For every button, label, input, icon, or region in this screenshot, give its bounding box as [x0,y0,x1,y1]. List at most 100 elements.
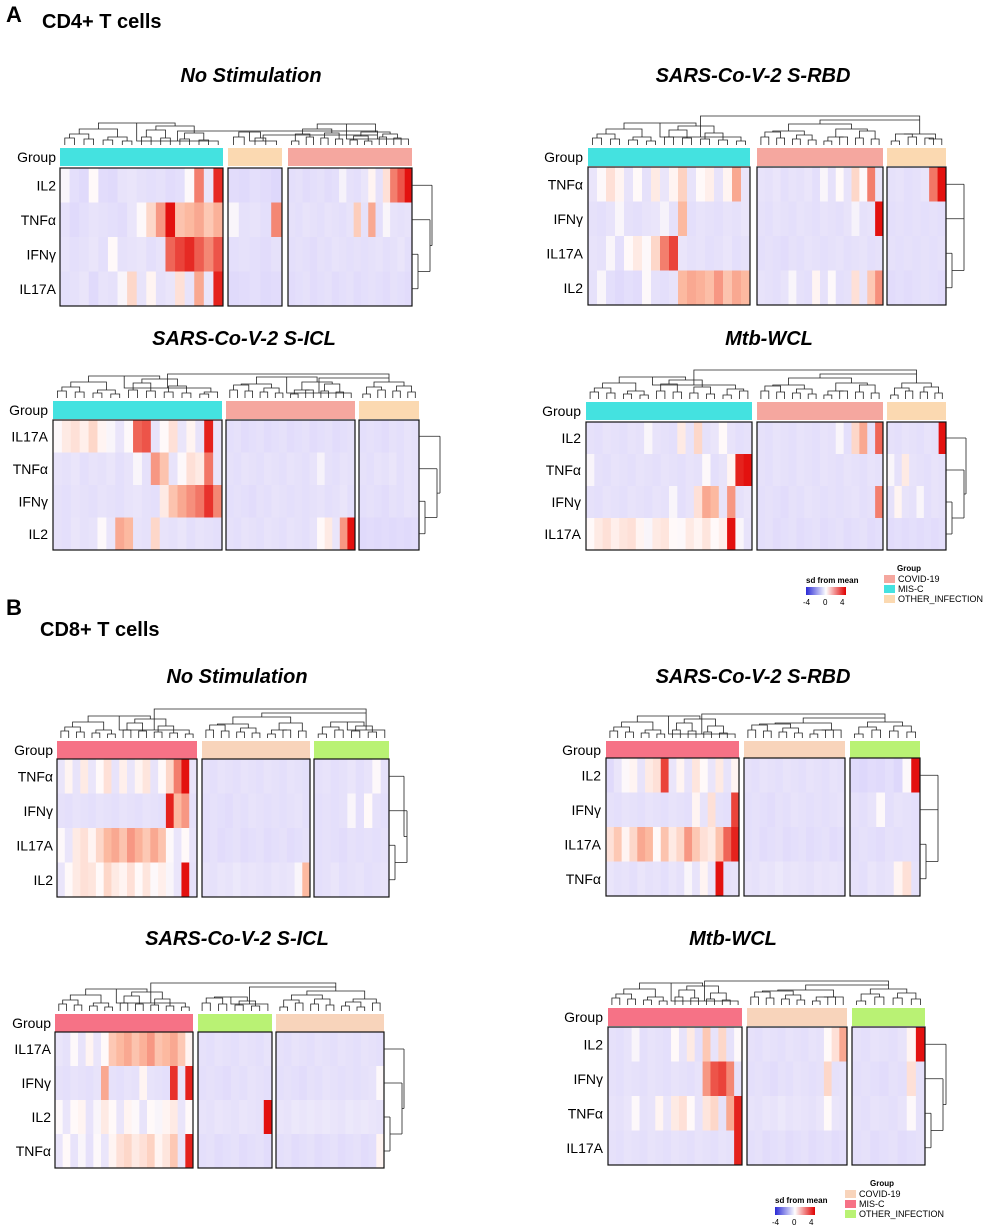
heatmap-cell [660,518,670,551]
heatmap-cell [232,862,241,898]
heatmap-cell [141,452,152,486]
heatmap-cell [339,862,348,898]
column-dendrogram-branch [827,996,836,1005]
heatmap-cell [79,271,90,307]
heatmap-cell [80,759,89,794]
heatmap-block-border [607,1026,743,1166]
column-dendrogram-branch [249,986,336,1004]
heatmap-cell [411,517,420,551]
heatmap-cell [920,201,930,237]
row-label: IL17A [564,836,601,852]
column-dendrogram-branch [310,1003,319,1011]
heatmap-cell [741,270,751,306]
heatmap-cell [150,862,159,898]
heatmap-cell [127,828,136,863]
heatmap-cell [647,1130,656,1166]
heatmap-cell [744,792,753,828]
heatmap-cell [726,1027,735,1062]
group-annotation-bar [226,401,355,419]
heatmap-cell [95,793,105,829]
heatmap-cell [263,828,272,863]
heatmap-cell [150,485,161,518]
heatmap-cell [623,1027,633,1062]
column-dendrogram-branch [781,998,790,1005]
column-dendrogram-branch [291,140,300,145]
heatmap-cell [146,168,157,203]
column-dendrogram-branch [860,993,880,1001]
heatmap-cell [232,793,241,829]
heatmap-cell [294,862,303,898]
heatmap-cell [645,861,654,897]
heatmap-block-border [52,419,223,551]
heatmap-cell [294,759,303,794]
heatmap-cell [133,420,143,453]
heatmap-cell [314,828,323,863]
heatmap-cell [78,1100,87,1135]
heatmap-cell [619,486,628,519]
heatmap-cell [309,485,318,518]
heatmap-cell [897,1061,908,1097]
column-dendrogram-branch [750,996,759,1005]
column-dendrogram-branch [146,390,156,398]
heatmap-cell [610,518,620,551]
column-dendrogram-branch [776,391,785,399]
heatmap-cell [411,452,420,486]
heatmap-cell [238,168,250,203]
heatmap-cell [788,454,797,487]
heatmap-cell [762,1096,771,1131]
column-dendrogram-branch [121,140,133,145]
heatmap-cell [867,236,876,271]
row-label: IL2 [37,177,57,193]
heatmap-cell [332,452,341,486]
column-dendrogram-branch [605,128,643,137]
panel-a-title: CD4+ T cells [42,11,162,33]
heatmap-cell [663,1130,672,1166]
heatmap-cell [302,202,311,238]
heatmap-cell [642,167,652,202]
heatmap-cell [339,828,348,863]
heatmap-cell [912,201,922,237]
heatmap-cell [843,167,852,202]
column-dendrogram-branch [854,733,864,738]
heatmap-cell [142,828,151,863]
heatmap-cell [806,827,815,862]
heatmap-cell [686,1096,696,1131]
heatmap-cell [225,759,234,794]
heatmap-cell [678,201,688,237]
group-annotation-bar [586,402,752,420]
heatmap-cell [279,793,288,829]
heatmap-cell [759,827,768,862]
heatmap-cell [915,1130,926,1166]
heatmap-cell [108,1100,117,1135]
heatmap-cell [702,454,711,487]
heatmap-cell [181,759,190,794]
heatmap-cell [735,486,745,519]
heatmap-cell [800,1061,809,1097]
heatmap-cell [337,1032,346,1067]
heatmap-cell [757,270,766,306]
heatmap-cell [669,201,679,237]
heatmap-cell [202,828,211,863]
column-dendrogram-branch [267,733,276,738]
heatmap-cell [850,861,860,897]
heatmap-cell [867,486,876,519]
heatmap-cell [859,201,868,237]
heatmap-cell [767,827,776,862]
heatmap-cell [669,486,678,519]
heatmap-cell [271,793,280,829]
heatmap-cell [639,1061,648,1097]
heatmap-cell [291,1100,300,1135]
column-dendrogram-branch [623,988,656,997]
heatmap-cell [714,270,724,306]
heatmap-cell [158,862,167,898]
heatmap-cell [286,759,295,794]
heatmap-cell [671,1061,680,1097]
heatmap-cell [276,1032,285,1067]
heatmap-cell [586,454,595,487]
heatmap-title: SARS-Co-V-2 S-RBD [656,65,851,87]
heatmap-cell [203,237,214,272]
heatmap-cell [903,236,913,271]
group-annotation-bar [314,741,389,759]
heatmap-cell [72,759,81,794]
heatmap-cell [937,270,947,306]
